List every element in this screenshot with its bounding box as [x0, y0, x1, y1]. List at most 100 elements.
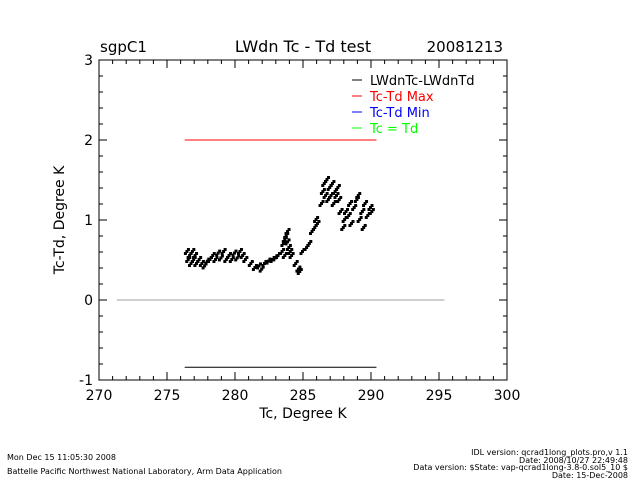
data-point: [192, 256, 196, 259]
data-point: [255, 266, 259, 270]
data-point: [340, 208, 344, 211]
y-tick-label: -1: [79, 373, 93, 389]
data-point: [359, 212, 363, 215]
data-point: [189, 252, 193, 255]
data-point: [275, 256, 279, 259]
data-point: [219, 256, 223, 260]
data-point: [230, 258, 234, 261]
data-point: [190, 250, 194, 253]
data-point: [309, 240, 313, 243]
data-point: [276, 254, 280, 257]
data-point: [348, 224, 352, 227]
data-point: [336, 200, 340, 203]
legend-label: Tc-Td Min: [369, 106, 430, 121]
data-point: [332, 180, 336, 183]
data-point: [358, 192, 362, 195]
data-point: [320, 202, 324, 205]
data-point: [322, 182, 326, 185]
data-point: [321, 184, 325, 187]
data-point: [298, 265, 302, 269]
data-point: [329, 194, 333, 197]
data-point: [326, 188, 330, 191]
data-point: [222, 250, 226, 253]
data-point: [313, 226, 317, 229]
data-point: [330, 182, 334, 185]
data-point: [261, 265, 265, 269]
data-point: [286, 240, 290, 244]
data-point: [367, 208, 371, 211]
data-point: [339, 196, 343, 199]
data-point: [286, 230, 290, 233]
data-point: [329, 184, 333, 187]
data-point: [325, 192, 329, 195]
data-point: [234, 258, 238, 262]
chart-title: LWdn Tc - Td test: [235, 37, 371, 56]
data-point: [192, 258, 196, 261]
data-point: [369, 206, 372, 209]
data-point: [306, 244, 310, 247]
data-point: [299, 252, 303, 255]
data-point: [336, 186, 340, 189]
data-date: Date: 15-Dec-2008: [551, 471, 628, 480]
data-point: [218, 249, 222, 253]
data-point: [307, 242, 311, 245]
data-point: [258, 269, 262, 273]
data-point: [313, 220, 317, 223]
data-point: [220, 252, 224, 255]
data-point: [343, 224, 347, 227]
data-point: [334, 188, 338, 191]
data-point: [185, 260, 189, 263]
data-point: [253, 266, 257, 269]
data-point: [362, 226, 366, 229]
data-point: [283, 254, 287, 257]
data-point: [186, 248, 190, 251]
data-point: [350, 200, 354, 203]
data-point: [212, 260, 216, 263]
data-point: [345, 216, 349, 219]
data-point: [290, 248, 294, 251]
data-point: [291, 252, 295, 255]
data-point: [261, 264, 265, 267]
data-point: [287, 252, 291, 255]
y-axis-label: Tc-Td, Degree K: [52, 165, 68, 275]
data-point: [254, 264, 258, 267]
data-point: [319, 192, 323, 195]
data-point: [351, 208, 355, 211]
data-point: [362, 204, 366, 207]
data-point: [228, 260, 232, 263]
data-point: [363, 202, 367, 205]
x-tick-label: 300: [494, 388, 521, 404]
data-point: [227, 254, 231, 257]
data-point: [282, 248, 286, 251]
data-point: [365, 200, 369, 203]
y-tick-label: 0: [84, 293, 93, 309]
data-point: [223, 260, 227, 263]
data-point: [343, 212, 347, 215]
organization: Battelle Pacific Northwest National Labo…: [7, 467, 282, 476]
data-point: [280, 250, 284, 253]
data-point: [354, 204, 358, 207]
data-point: [321, 200, 325, 203]
data-point: [192, 248, 196, 251]
data-point: [223, 248, 227, 251]
data-point: [216, 251, 220, 255]
data-point: [358, 218, 362, 221]
data-point: [258, 262, 262, 266]
idl-date: Date: 2008/10/27 22:49:48: [519, 456, 628, 465]
data-point: [333, 200, 337, 203]
data-point: [183, 252, 187, 255]
data-point: [280, 244, 284, 247]
data-point: [310, 230, 314, 233]
data-point: [284, 234, 288, 237]
data-point: [299, 268, 303, 271]
data-point: [236, 252, 240, 255]
data-point: [363, 224, 367, 227]
data-point: [349, 222, 353, 225]
data-point: [188, 256, 192, 259]
x-tick-label: 280: [222, 388, 249, 404]
data-point: [257, 264, 261, 268]
data-point: [267, 259, 270, 263]
data-point: [295, 260, 299, 263]
y-tick-label: 1: [84, 213, 93, 229]
